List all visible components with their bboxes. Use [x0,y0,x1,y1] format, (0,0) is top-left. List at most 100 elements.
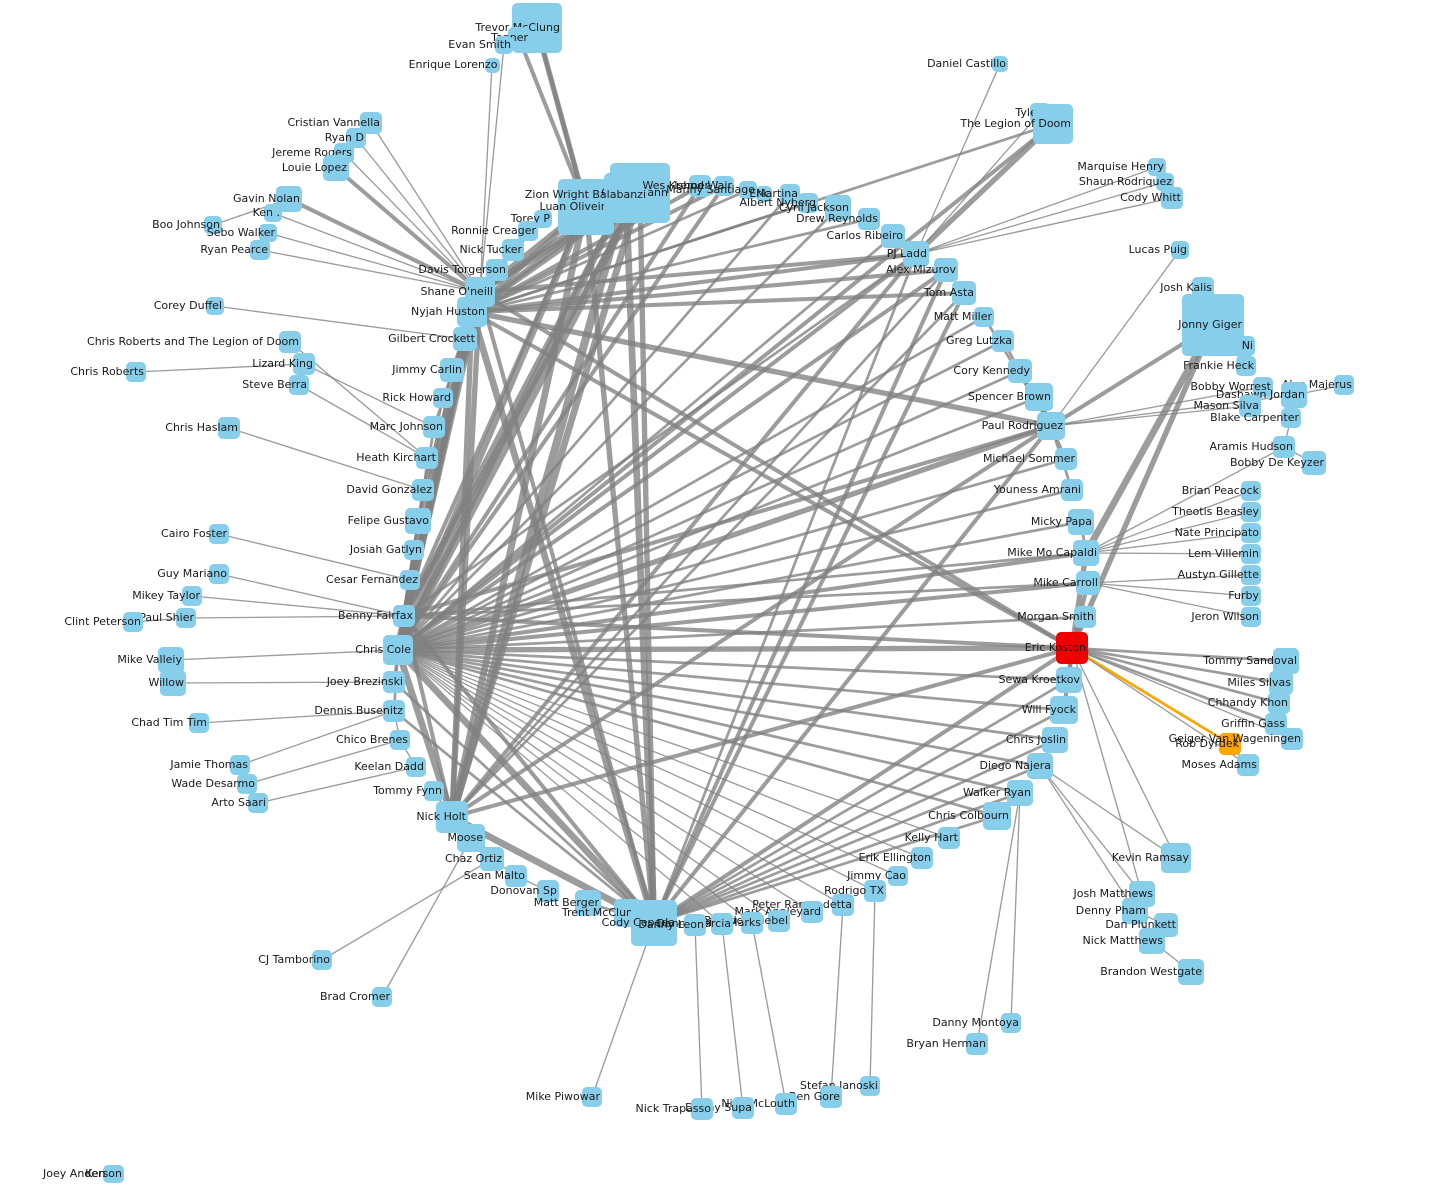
graph-node[interactable] [383,700,405,722]
graph-node[interactable] [209,564,229,584]
graph-node[interactable] [484,57,500,73]
graph-node[interactable] [820,1086,842,1108]
graph-node[interactable] [537,880,559,902]
graph-node[interactable] [424,781,444,801]
graph-node[interactable] [182,586,202,606]
graph-node[interactable] [457,297,487,327]
graph-node[interactable] [293,353,315,375]
graph-node[interactable] [423,416,445,438]
graph-node[interactable] [780,184,800,204]
graph-node[interactable] [832,894,854,916]
graph-node[interactable] [259,224,277,242]
graph-node[interactable] [1241,544,1261,564]
graph-node[interactable] [952,281,976,305]
graph-node[interactable] [250,240,270,260]
graph-node[interactable] [1273,648,1299,674]
graph-node[interactable] [1027,753,1053,779]
graph-node[interactable] [1061,479,1083,501]
graph-node[interactable] [825,195,851,221]
graph-node[interactable] [372,987,392,1007]
graph-node[interactable] [440,358,464,382]
graph-node[interactable] [911,847,933,869]
graph-node[interactable] [1037,412,1065,440]
graph-node[interactable] [1171,241,1189,259]
graph-node[interactable] [502,239,524,261]
graph-node[interactable] [604,173,648,217]
graph-node[interactable] [881,224,905,248]
graph-node[interactable] [1219,733,1241,755]
graph-node[interactable] [289,375,309,395]
graph-node[interactable] [383,671,405,693]
graph-node[interactable] [966,1033,988,1055]
graph-node[interactable] [1302,451,1326,475]
graph-node[interactable] [106,1165,124,1183]
graph-node[interactable] [237,774,257,794]
graph-node[interactable] [1161,843,1191,873]
graph-node[interactable] [1241,586,1261,606]
graph-node[interactable] [209,524,229,544]
graph-node[interactable] [739,181,757,199]
graph-node[interactable] [1241,565,1261,585]
graph-node[interactable] [457,824,485,852]
graph-node[interactable] [1241,523,1261,543]
graph-node[interactable] [714,176,734,196]
graph-node[interactable] [1334,375,1354,395]
graph-node[interactable] [1281,408,1301,428]
graph-node[interactable] [934,258,958,282]
graph-node[interactable] [189,713,209,733]
graph-node[interactable] [1001,1013,1021,1033]
graph-node[interactable] [405,508,431,534]
graph-node[interactable] [406,757,426,777]
graph-node[interactable] [1139,928,1165,954]
graph-node[interactable] [218,417,240,439]
graph-node[interactable] [1033,104,1073,144]
graph-node[interactable] [495,36,513,54]
graph-node[interactable] [534,210,552,228]
graph-node[interactable] [404,540,424,560]
graph-node[interactable] [992,56,1008,72]
graph-node[interactable] [1239,395,1261,417]
graph-node[interactable] [360,112,382,134]
graph-node[interactable] [486,259,508,281]
graph-node[interactable] [1148,158,1166,176]
graph-node[interactable] [1253,377,1273,397]
graph-node[interactable] [393,605,415,627]
graph-node[interactable] [1268,692,1290,714]
graph-node[interactable] [1192,277,1214,299]
graph-node[interactable] [206,297,224,315]
graph-node[interactable] [1042,727,1068,753]
graph-node[interactable] [801,901,823,923]
graph-node[interactable] [453,327,477,351]
graph-node[interactable] [1161,187,1183,209]
graph-node[interactable] [775,1093,797,1115]
graph-node[interactable] [279,331,301,353]
graph-node[interactable] [741,912,763,934]
graph-node[interactable] [711,913,733,935]
graph-node[interactable] [691,1098,713,1120]
graph-node[interactable] [1178,959,1204,985]
graph-node[interactable] [1237,754,1259,776]
graph-node[interactable] [798,193,818,213]
graph-node[interactable] [518,221,538,241]
graph-node[interactable] [1008,359,1032,383]
graph-node[interactable] [412,479,434,501]
graph-node[interactable] [126,362,146,382]
graph-node[interactable] [1273,436,1295,458]
graph-node[interactable] [860,1076,880,1096]
graph-node[interactable] [204,216,222,234]
graph-node[interactable] [158,647,184,673]
graph-node[interactable] [684,914,706,936]
graph-node[interactable] [1182,294,1244,356]
graph-node[interactable] [582,1087,602,1107]
graph-node[interactable] [1236,356,1256,376]
graph-node[interactable] [312,950,332,970]
graph-node[interactable] [756,186,772,202]
graph-node[interactable] [732,1097,754,1119]
graph-node[interactable] [480,847,504,871]
graph-node[interactable] [433,388,453,408]
graph-node[interactable] [903,241,929,267]
graph-node[interactable] [1056,632,1088,664]
graph-node[interactable] [1241,607,1261,627]
graph-node[interactable] [230,755,250,775]
graph-node[interactable] [416,447,438,469]
